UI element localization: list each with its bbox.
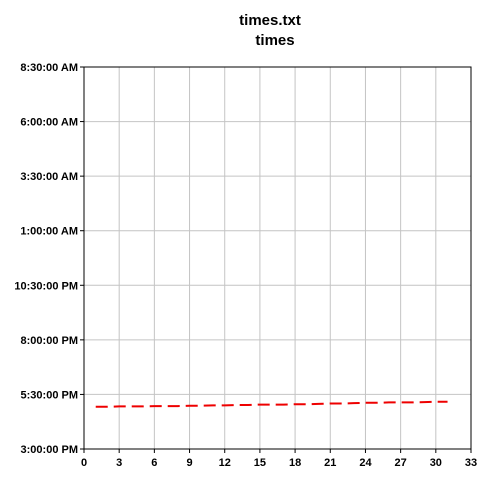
x-tick-label: 30 bbox=[430, 457, 442, 469]
x-tick-label: 6 bbox=[151, 457, 157, 469]
y-axis-ticks: 3:00:00 PM 5:30:00 PM 8:00:00 PM 10:30:00 P… bbox=[14, 62, 84, 456]
y-tick-label: 3:30:00 AM bbox=[20, 171, 78, 183]
x-tick-label: 27 bbox=[395, 457, 407, 469]
y-tick-label: 6:00:00 AM bbox=[20, 117, 78, 129]
series-line-2 bbox=[95, 400, 448, 408]
x-tick-label: 9 bbox=[186, 457, 192, 469]
y-tick-label: 5:30:00 PM bbox=[21, 389, 78, 401]
y-tick-label: 10:30:00 PM bbox=[14, 280, 78, 292]
x-tick-label: 33 bbox=[465, 457, 477, 469]
plot-border bbox=[83, 66, 472, 450]
plot-frame bbox=[83, 66, 472, 450]
series-lines bbox=[95, 400, 448, 408]
x-tick-label: 0 bbox=[81, 457, 87, 469]
chart-title: times.txt bbox=[239, 12, 301, 29]
x-tick-label: 15 bbox=[254, 457, 266, 469]
x-tick-label: 3 bbox=[116, 457, 122, 469]
y-tick-label: 8:30:00 AM bbox=[20, 62, 78, 74]
x-tick-label: 18 bbox=[289, 457, 301, 469]
grid-lines bbox=[84, 67, 471, 449]
x-axis-ticks: 0 3 6 9 12 15 18 21 24 27 30 33 bbox=[81, 449, 477, 469]
x-tick-label: 21 bbox=[324, 457, 336, 469]
y-tick-label: 3:00:00 PM bbox=[21, 444, 78, 456]
y-tick-label: 1:00:00 AM bbox=[20, 226, 78, 238]
chart-subtitle: times bbox=[255, 32, 294, 49]
x-tick-label: 24 bbox=[359, 457, 372, 469]
x-tick-label: 12 bbox=[219, 457, 231, 469]
y-tick-label: 8:00:00 PM bbox=[21, 335, 78, 347]
